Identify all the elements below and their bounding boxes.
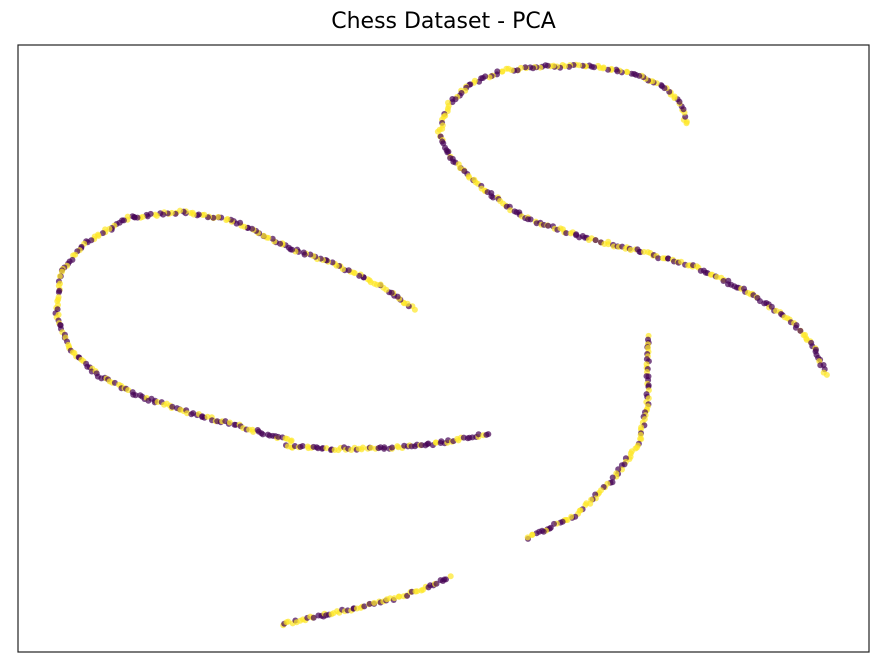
scatter-points (52, 61, 830, 629)
data-point (605, 241, 612, 248)
data-point (524, 534, 531, 541)
data-point (433, 439, 439, 446)
curve-bottom-line (280, 573, 454, 629)
data-point (371, 599, 378, 606)
data-point (329, 259, 336, 266)
data-point (485, 431, 492, 438)
data-point (259, 431, 266, 438)
data-point (250, 428, 257, 435)
curve-right-vertical-curve (524, 332, 652, 542)
data-point (300, 249, 307, 256)
data-point (563, 230, 570, 237)
data-point (444, 149, 451, 156)
data-point (449, 99, 456, 106)
data-point (389, 444, 396, 451)
data-point (395, 593, 402, 600)
data-point (361, 603, 368, 610)
data-point (447, 573, 454, 580)
data-point (152, 211, 159, 218)
data-point (55, 289, 62, 296)
data-point (627, 247, 634, 253)
data-point (226, 419, 233, 426)
chart-title: Chess Dataset - PCA (331, 9, 556, 34)
data-point (125, 387, 132, 394)
data-point (665, 255, 672, 262)
data-point (99, 230, 106, 237)
data-point (527, 216, 534, 223)
data-point (288, 437, 295, 444)
data-point (582, 502, 589, 508)
data-point (359, 444, 366, 451)
data-point (404, 592, 411, 599)
data-point (56, 273, 63, 280)
data-point (215, 214, 222, 220)
data-point (522, 64, 529, 71)
data-point (106, 225, 113, 232)
data-point (655, 255, 662, 262)
data-point (433, 580, 440, 587)
data-point (425, 440, 432, 447)
data-point (637, 435, 644, 442)
data-point (797, 327, 804, 334)
data-point (356, 272, 363, 279)
data-point (443, 576, 449, 583)
data-point (129, 213, 136, 220)
data-point (260, 232, 267, 239)
data-point (618, 462, 625, 469)
data-point (823, 371, 830, 378)
data-point (592, 237, 599, 244)
data-point (490, 194, 497, 201)
data-point (613, 66, 620, 73)
data-point (499, 68, 505, 75)
data-point (434, 128, 441, 135)
data-point (187, 210, 194, 216)
data-point (720, 278, 727, 284)
data-point (623, 68, 630, 75)
curve-left-arc (52, 207, 418, 445)
data-point (59, 268, 65, 275)
data-point (792, 324, 799, 331)
data-point (169, 403, 176, 410)
data-point (70, 252, 77, 259)
data-point (391, 595, 398, 602)
data-point (223, 217, 230, 224)
data-point (323, 445, 330, 452)
data-point (299, 443, 306, 449)
data-point (132, 392, 139, 399)
data-point (609, 474, 616, 481)
data-point (285, 618, 292, 625)
data-point (545, 222, 552, 229)
curve-middle-flat-segment (283, 431, 492, 454)
data-point (310, 614, 317, 621)
data-point (658, 82, 665, 89)
data-point (529, 532, 536, 538)
data-point (381, 444, 388, 451)
curve-upper-right-arc (434, 61, 830, 378)
data-point (475, 431, 482, 438)
